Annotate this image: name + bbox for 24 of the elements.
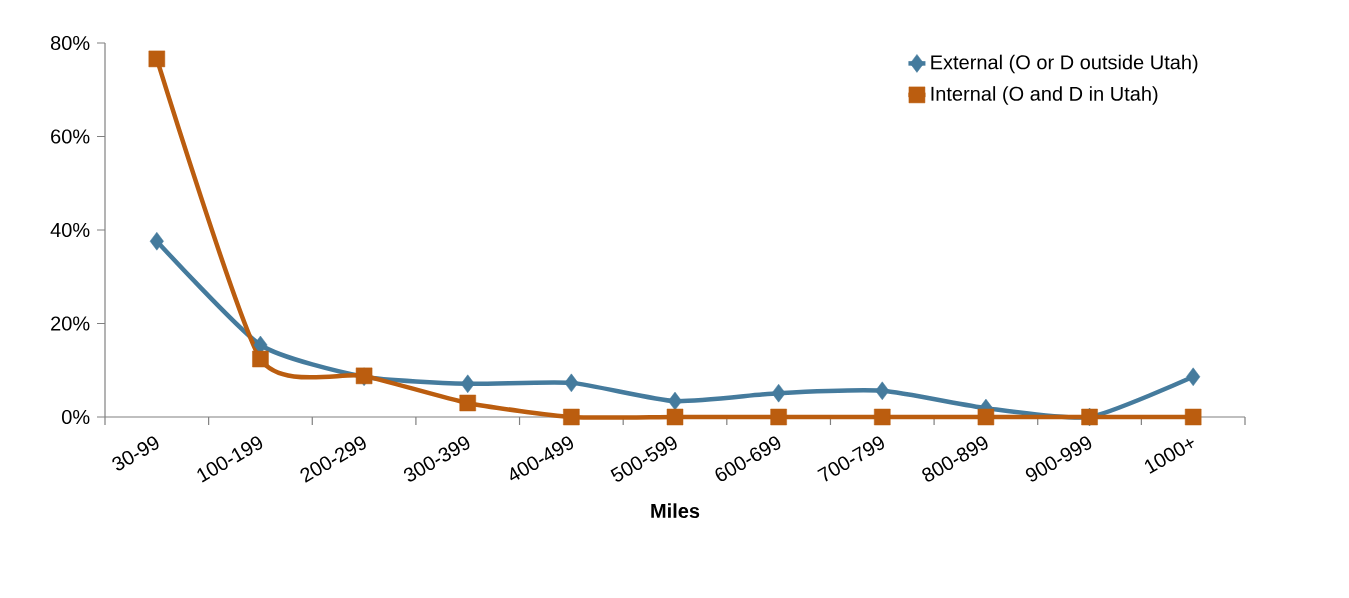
- point: [977, 408, 995, 426]
- y-tick-label: 0%: [62, 409, 90, 425]
- x-axis-title: Miles: [651, 503, 700, 519]
- y-tick-label: 20%: [51, 316, 90, 331]
- legend-label: Internal (O and D in Utah): [931, 86, 1158, 105]
- point: [1184, 408, 1202, 426]
- point: [460, 374, 475, 394]
- point: [563, 408, 580, 426]
- point: [875, 381, 890, 401]
- point: [770, 408, 787, 426]
- point: [1186, 367, 1201, 387]
- point: [564, 373, 579, 393]
- point: [148, 50, 166, 68]
- point: [771, 383, 786, 403]
- y-tick-label: 80%: [50, 35, 90, 51]
- point: [252, 350, 269, 368]
- y-tick-label: 60%: [51, 129, 90, 144]
- point: [149, 231, 164, 251]
- legend-label: External (O or D outside Utah): [931, 54, 1198, 74]
- y-tick-label: 40%: [50, 222, 90, 238]
- point: [874, 408, 891, 426]
- point: [666, 408, 684, 426]
- point: [668, 391, 682, 411]
- point: [459, 394, 476, 412]
